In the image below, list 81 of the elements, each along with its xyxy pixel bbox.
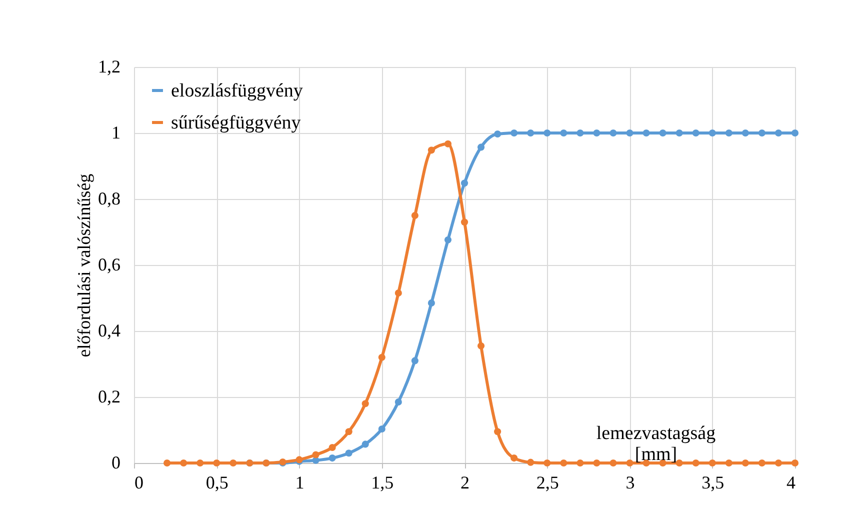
point: [328, 454, 336, 462]
point: [378, 354, 386, 361]
point: [560, 129, 568, 137]
y-tick-label: 0,2: [98, 386, 120, 406]
y-tick-label: 1: [112, 122, 120, 142]
point: [758, 459, 766, 467]
y-tick-label: 0: [112, 452, 120, 472]
point: [213, 459, 220, 467]
point: [394, 290, 402, 297]
point: [593, 459, 600, 467]
point: [444, 140, 452, 148]
point: [477, 342, 485, 350]
point: [362, 440, 369, 448]
point: [230, 459, 237, 467]
point: [576, 129, 584, 137]
point: [544, 129, 551, 137]
point: [510, 454, 518, 462]
y-tick-label: 0,6: [98, 254, 120, 274]
point: [312, 451, 320, 458]
point: [708, 129, 716, 137]
x-tick-label: 3,5: [702, 472, 724, 492]
point: [708, 459, 716, 467]
x-axis-title: lemezvastagság [mm]: [596, 423, 716, 465]
point: [510, 129, 518, 137]
point: [593, 129, 600, 137]
point: [544, 459, 551, 467]
point: [411, 357, 418, 364]
y-tick-label: 0,8: [98, 188, 120, 208]
point: [362, 400, 369, 408]
point: [774, 129, 782, 137]
point: [328, 444, 336, 452]
point: [725, 129, 732, 137]
point: [477, 144, 485, 151]
point: [676, 129, 683, 137]
point: [164, 459, 171, 467]
x-tick-label: 1,5: [371, 472, 394, 492]
legend-label: sűrűségfüggvény: [171, 112, 302, 134]
point: [345, 428, 352, 436]
x-tick-label: 2: [460, 472, 470, 492]
x-tick-label: 2,5: [536, 472, 559, 492]
point: [411, 212, 418, 220]
point: [460, 180, 468, 187]
point: [610, 459, 617, 467]
point: [758, 129, 766, 137]
point: [659, 129, 666, 137]
point: [676, 459, 683, 467]
point: [626, 459, 634, 467]
y-axis-title: előfordulási valószínűség: [74, 174, 94, 358]
point: [345, 450, 352, 457]
point: [494, 428, 502, 436]
x-tick-label: 1: [295, 472, 304, 492]
point: [527, 129, 534, 137]
point: [180, 459, 188, 467]
y-tick-label: 1,2: [98, 56, 120, 76]
y-tick-label: 0,4: [98, 320, 120, 340]
point: [692, 459, 700, 467]
point: [494, 130, 502, 138]
x-tick-label: 0,5: [206, 472, 228, 492]
point: [742, 129, 749, 137]
point: [774, 459, 782, 467]
point: [626, 129, 634, 137]
x-tick-label: 3: [626, 472, 635, 492]
point: [428, 146, 435, 154]
point: [725, 459, 732, 467]
point: [527, 458, 534, 466]
point: [394, 398, 402, 406]
point: [610, 129, 617, 137]
point: [742, 459, 749, 467]
point: [460, 218, 468, 226]
x-tick-label: 0: [134, 472, 144, 492]
point: [444, 236, 452, 244]
point: [576, 459, 584, 467]
point: [560, 459, 568, 467]
x-tick-label: 4: [786, 472, 796, 492]
point: [692, 129, 700, 137]
point: [378, 425, 386, 433]
point: [791, 129, 799, 137]
point: [428, 299, 435, 306]
point: [196, 459, 204, 467]
legend-label: eloszlásfüggvény: [171, 80, 304, 102]
point: [642, 129, 650, 137]
